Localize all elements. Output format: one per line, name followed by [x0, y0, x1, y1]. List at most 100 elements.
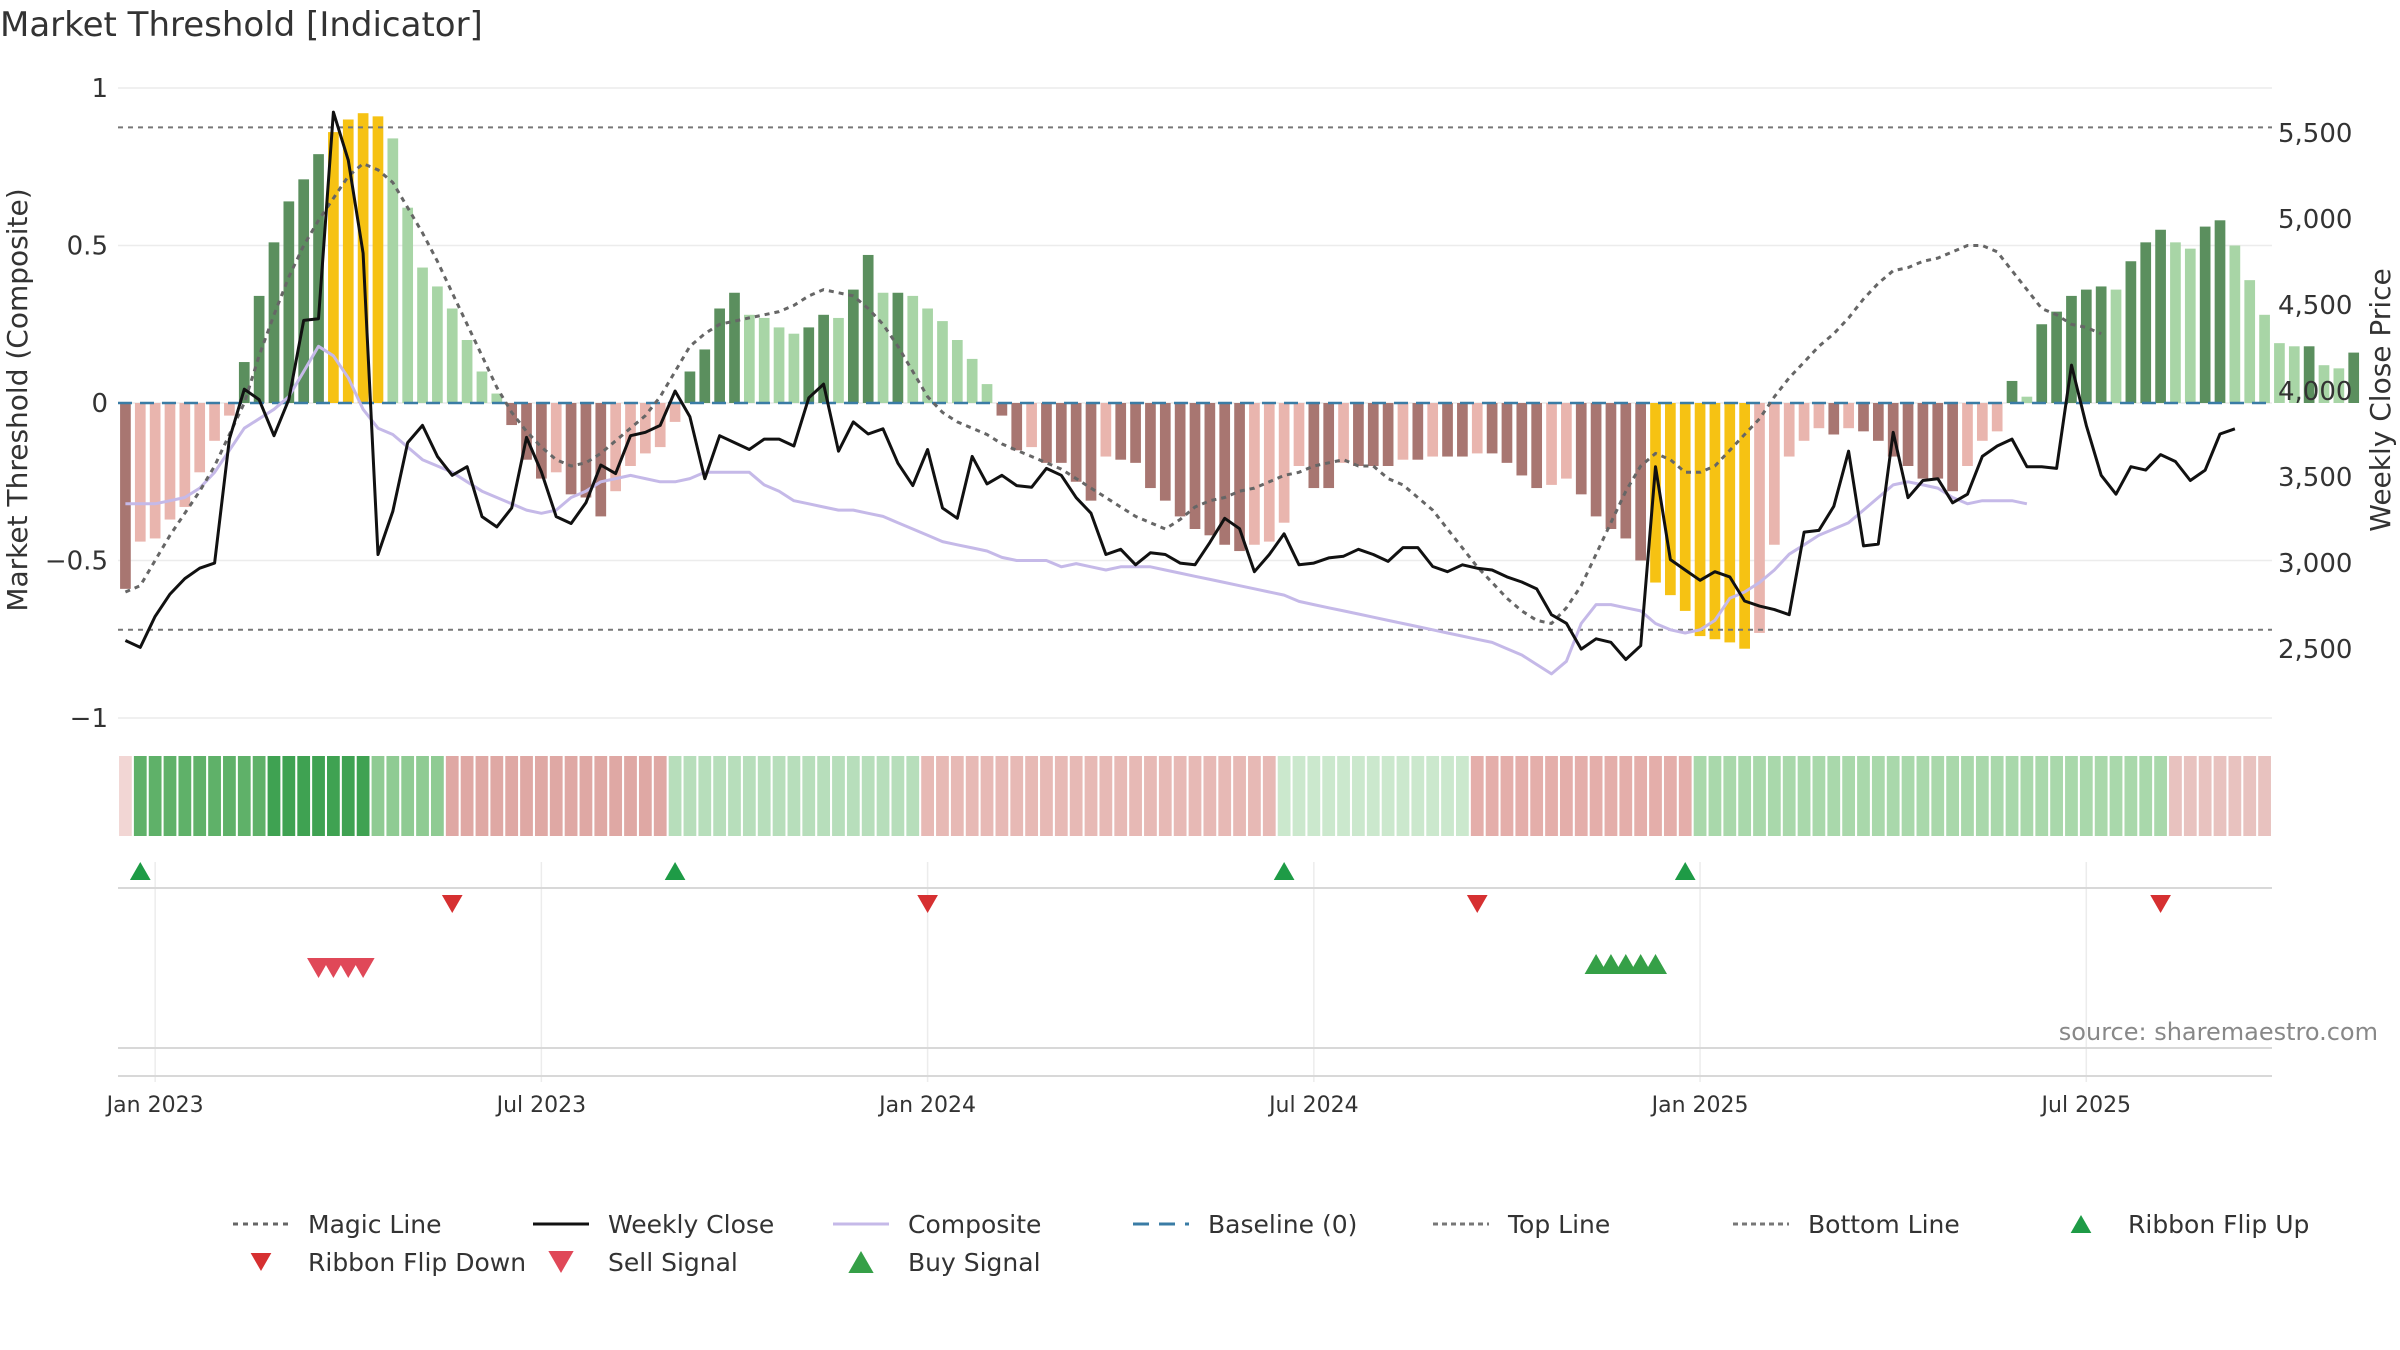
ribbon-cell: [312, 756, 325, 836]
composite-bar: [1902, 403, 1914, 466]
ribbon-cell: [282, 756, 296, 836]
composite-bar: [2214, 220, 2226, 403]
ribbon-cell: [2213, 756, 2227, 836]
ribbon-cell: [1218, 756, 1232, 836]
composite-bar: [2318, 365, 2330, 403]
composite-bar: [922, 308, 933, 403]
composite-bar: [1249, 403, 1260, 545]
composite-bar: [803, 327, 815, 403]
ribbon-cell: [1337, 756, 1350, 836]
buy-signal-icon: [1614, 954, 1638, 974]
ribbon-cell: [1961, 756, 1974, 836]
ribbon-cell: [2169, 756, 2182, 836]
sell-signal-icon: [351, 958, 375, 978]
grid: [118, 87, 2272, 1082]
composite-bar: [1486, 403, 1498, 454]
ribbon-flip-up-icon: [1273, 862, 1295, 880]
y-right-tick-label: 5,000: [2278, 205, 2352, 235]
composite-bar: [1561, 403, 1572, 479]
composite-bar: [1932, 403, 1944, 479]
composite-bar: [758, 317, 770, 403]
composite-bar: [1917, 403, 1929, 479]
composite-bar: [1962, 403, 1973, 466]
ribbon-cell: [1663, 756, 1677, 836]
composite-bar: [1397, 403, 1409, 460]
ribbon-cell: [237, 756, 251, 836]
ribbon-cell: [624, 756, 637, 836]
ribbon-cell: [1857, 756, 1870, 836]
ribbon-cell: [1604, 756, 1618, 836]
ribbon-cell: [549, 756, 563, 836]
composite-bar: [446, 308, 458, 403]
ribbon-cell: [1931, 756, 1945, 836]
composite-bar: [1620, 403, 1632, 539]
ribbon-cell: [950, 756, 964, 836]
ribbon-cell: [1975, 756, 1989, 836]
composite-bar: [1100, 403, 1112, 457]
composite-bar: [951, 340, 963, 403]
composite-bar: [1516, 403, 1528, 476]
ribbon-cell: [1352, 756, 1365, 836]
composite-bar: [387, 138, 399, 403]
triangle-down-icon: [548, 1251, 574, 1273]
ribbon-cell: [2079, 756, 2093, 836]
ribbon-cell: [1307, 756, 1321, 836]
legend-item: Baseline (0): [1133, 1210, 1357, 1239]
y-right-tick-label: 4,500: [2278, 291, 2352, 321]
ribbon-flip-up-icon: [1674, 862, 1696, 880]
ribbon-cell: [965, 756, 979, 836]
composite-bar: [224, 403, 235, 416]
ribbon-cell: [772, 756, 786, 836]
triangle-up-icon: [848, 1251, 874, 1273]
ribbon-cell: [1871, 756, 1885, 836]
ribbon-cell: [401, 756, 415, 836]
composite-bar: [2051, 311, 2062, 403]
composite-bar: [2021, 396, 2033, 403]
sell-signal-icon: [307, 958, 331, 978]
ribbon-cell: [832, 756, 845, 836]
composite-bar: [2303, 346, 2315, 403]
ribbon-cell: [163, 756, 177, 836]
ribbon-cell: [430, 756, 444, 836]
y-left-tick-label: −1: [70, 704, 108, 734]
ribbon-cell: [2198, 756, 2212, 836]
composite-bar: [1769, 403, 1780, 545]
composite-bar: [2333, 368, 2345, 403]
ribbon-cell: [1500, 756, 1514, 836]
triangle-up-icon: [2070, 1215, 2092, 1233]
composite-bar: [1976, 403, 1988, 441]
ribbon-cell: [1396, 756, 1410, 836]
sell-signal-icon: [321, 958, 345, 978]
composite-bar: [1174, 403, 1186, 517]
ribbon-cell: [327, 756, 340, 836]
ribbon-flip-down-icon: [1466, 895, 1488, 913]
legend-item: Composite: [833, 1210, 1041, 1239]
composite-bar: [2229, 245, 2241, 403]
ribbon-cell: [817, 756, 831, 836]
ribbon-cell: [223, 756, 236, 836]
chart-title: Market Threshold [Indicator]: [0, 5, 483, 45]
composite-bar: [907, 295, 919, 403]
sell-signal-icon: [336, 958, 360, 978]
ribbon-cell: [1738, 756, 1752, 836]
ribbon-cell: [1842, 756, 1856, 836]
legend-label: Weekly Close: [608, 1210, 774, 1239]
composite-bar: [1145, 403, 1156, 489]
ribbon-cell: [846, 756, 860, 836]
legend-label: Sell Signal: [608, 1248, 738, 1277]
ribbon-cell: [1069, 756, 1083, 836]
ribbon-cell: [1708, 756, 1722, 836]
ribbon-cell: [1589, 756, 1603, 836]
composite-bar: [1457, 403, 1468, 457]
composite-bar: [179, 403, 191, 507]
ribbon-cell: [579, 756, 593, 836]
line-series: [118, 110, 2272, 676]
composite-bar: [1219, 403, 1231, 545]
composite-bar: [2110, 289, 2122, 403]
ribbon-cell: [371, 756, 385, 836]
composite-bar: [1427, 403, 1439, 457]
ribbon-cell: [1262, 756, 1276, 836]
ribbon-cell: [1485, 756, 1499, 836]
legend-label: Ribbon Flip Down: [308, 1248, 526, 1277]
ribbon-cell: [1559, 756, 1573, 836]
